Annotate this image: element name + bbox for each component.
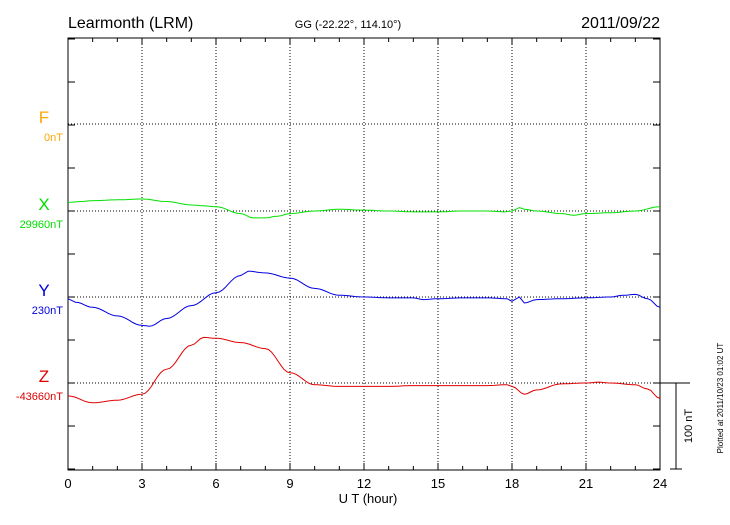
station-title: Learmonth (LRM) [68,15,193,32]
series-baseline-x: 29960nT [20,219,64,231]
x-tick-label: 12 [357,476,371,491]
scale-bar: 100 nT [660,382,695,470]
x-tick-label: 3 [138,476,145,491]
series-line-y [67,270,661,327]
series-baseline-f: 0nT [44,132,63,144]
series-name-x: X [38,195,49,214]
plotted-note: Plotted at 2011/10/23 01:02 UT [716,343,725,454]
series-name-y: Y [38,281,49,300]
scale-bar-label: 100 nT [683,409,695,444]
series-name-z: Z [39,367,49,386]
series-lines [67,198,661,404]
series-line-z [67,336,661,404]
grid-lines [68,38,660,470]
x-tick-label: 21 [579,476,593,491]
axis-ticks: 0 3 6 9 12 15 18 21 24 [64,38,667,491]
series-labels: F 0nT X 29960nT Y 230nT Z -43660nT [16,108,63,403]
series-name-f: F [39,108,49,127]
x-tick-label: 18 [505,476,519,491]
x-tick-label: 6 [212,476,219,491]
series-baseline-z: -43660nT [16,391,63,403]
series-line-x [67,198,661,219]
x-tick-label: 0 [64,476,71,491]
x-tick-label: 24 [653,476,667,491]
series-baseline-y: 230nT [32,305,63,317]
station-coords: GG (-22.22°, 114.10°) [295,19,401,31]
chart-date: 2011/09/22 [581,15,660,32]
x-tick-label: 15 [431,476,445,491]
x-tick-label: 9 [286,476,293,491]
x-axis-label: U T (hour) [339,491,398,506]
